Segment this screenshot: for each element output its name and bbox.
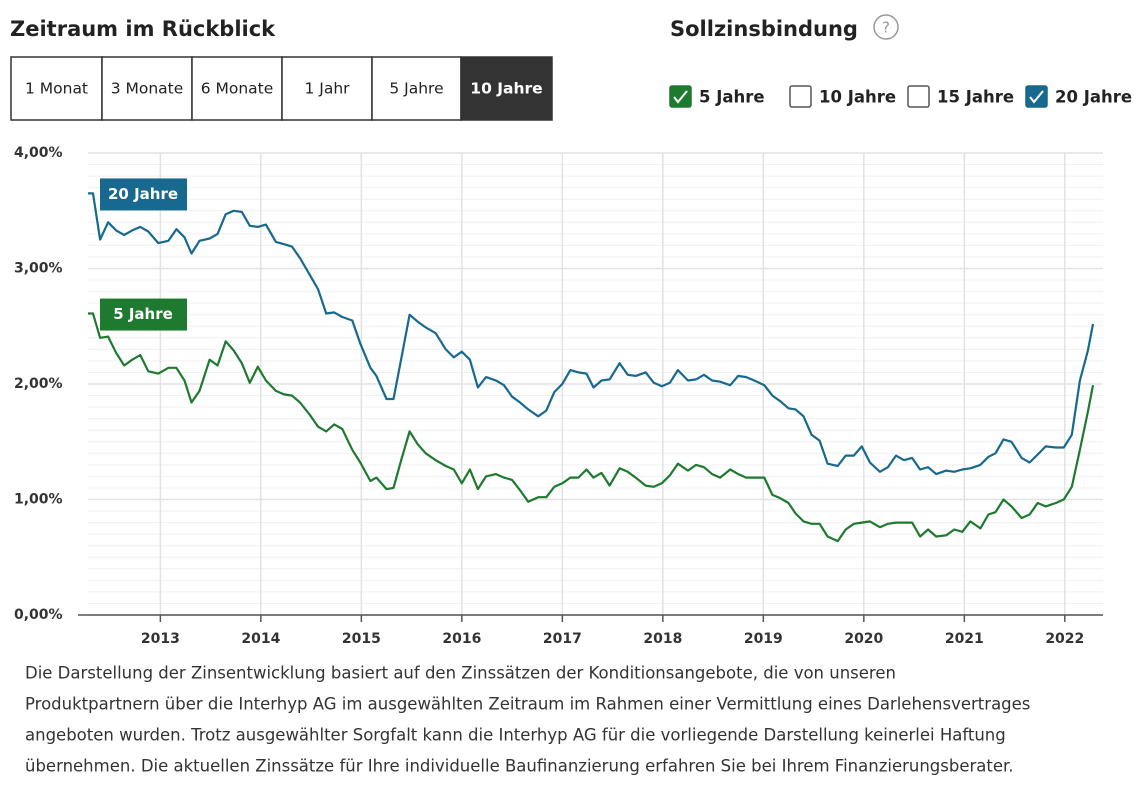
period-button[interactable] xyxy=(10,56,103,121)
series-label: 5 Jahre xyxy=(113,305,173,323)
series-label: 20 Jahre xyxy=(108,185,178,203)
checkbox[interactable] xyxy=(669,85,692,108)
checkbox[interactable] xyxy=(1025,85,1048,108)
period-button-label: 6 Monate xyxy=(201,80,274,98)
checkbox-label: 20 Jahre xyxy=(1055,88,1132,107)
y-tick-label: 3,00% xyxy=(14,261,63,277)
x-tick-label: 2016 xyxy=(442,631,481,647)
checkbox-label: 15 Jahre xyxy=(937,88,1014,107)
period-button-label: 3 Monate xyxy=(111,80,184,98)
x-tick-label: 2019 xyxy=(744,631,783,647)
checkbox-label: 5 Jahre xyxy=(699,88,765,107)
x-tick-label: 2015 xyxy=(342,631,381,647)
help-icon-text: ? xyxy=(882,19,890,37)
period-title: Zeitraum im Rückblick xyxy=(10,17,276,41)
x-tick-label: 2020 xyxy=(844,631,883,647)
x-tick-label: 2014 xyxy=(241,631,280,647)
help-icon[interactable] xyxy=(873,14,899,40)
y-tick-label: 0,00% xyxy=(14,607,63,623)
y-tick-label: 2,00% xyxy=(14,376,63,392)
x-tick-label: 2017 xyxy=(543,631,582,647)
disclaimer-line: übernehmen. Die aktuellen Zinssätze für … xyxy=(25,757,1014,776)
period-button[interactable] xyxy=(371,56,462,121)
y-tick-label: 4,00% xyxy=(14,145,63,161)
period-button-label: 1 Jahr xyxy=(304,80,350,98)
fixation-title: Sollzinsbindung xyxy=(670,17,858,41)
period-button-label: 5 Jahre xyxy=(389,80,443,98)
disclaimer-line: angeboten wurden. Trotz ausgewählter Sor… xyxy=(25,726,1006,745)
series-label-box xyxy=(100,298,187,331)
period-button[interactable] xyxy=(460,56,553,121)
period-button-label: 1 Monat xyxy=(25,80,88,98)
checkbox[interactable] xyxy=(907,85,930,108)
checkmark xyxy=(673,90,688,104)
period-button[interactable] xyxy=(281,56,373,121)
checkbox-label: 10 Jahre xyxy=(819,88,896,107)
x-tick-label: 2018 xyxy=(643,631,682,647)
disclaimer-line: Produktpartnern über die Interhyp AG im … xyxy=(25,695,1030,714)
checkmark xyxy=(1029,90,1044,104)
y-tick-label: 1,00% xyxy=(14,492,63,508)
disclaimer-line: Die Darstellung der Zinsentwicklung basi… xyxy=(25,664,896,683)
series-label-box xyxy=(100,178,187,211)
series-line xyxy=(88,312,1095,543)
x-tick-label: 2022 xyxy=(1045,631,1084,647)
series-line xyxy=(88,192,1095,476)
x-tick-label: 2013 xyxy=(141,631,180,647)
checkbox[interactable] xyxy=(789,85,812,108)
period-button[interactable] xyxy=(101,56,193,121)
period-button-label: 10 Jahre xyxy=(470,80,542,98)
x-tick-label: 2021 xyxy=(945,631,984,647)
